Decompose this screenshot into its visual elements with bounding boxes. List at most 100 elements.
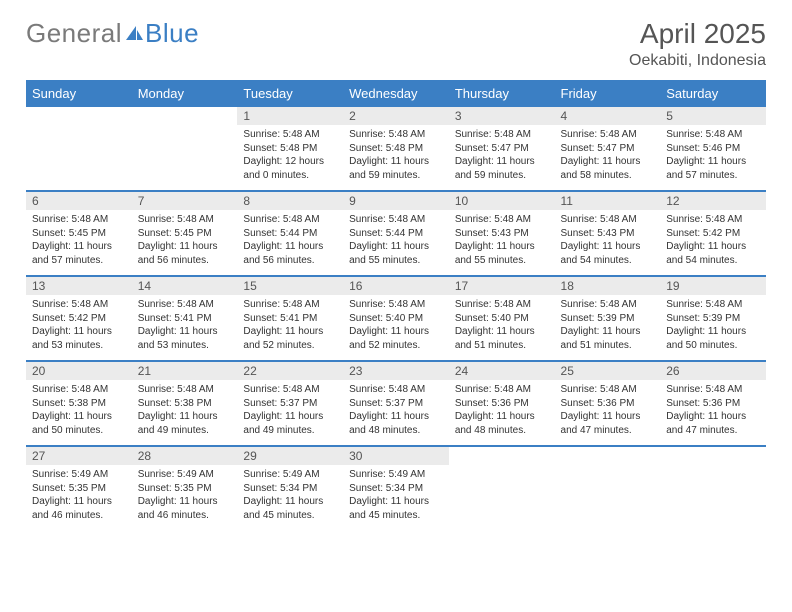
daylight-text: Daylight: 11 hours and 50 minutes. [32, 410, 126, 437]
sunset-text: Sunset: 5:43 PM [561, 227, 655, 241]
sunrise-text: Sunrise: 5:48 AM [561, 383, 655, 397]
sunrise-text: Sunrise: 5:48 AM [666, 298, 760, 312]
daylight-text: Daylight: 11 hours and 48 minutes. [455, 410, 549, 437]
sunset-text: Sunset: 5:34 PM [243, 482, 337, 496]
sunset-text: Sunset: 5:41 PM [138, 312, 232, 326]
sunrise-text: Sunrise: 5:48 AM [455, 128, 549, 142]
day-number: 30 [343, 447, 449, 465]
page-header: GeneralBlue April 2025 Oekabiti, Indones… [26, 18, 766, 70]
calendar-cell: 8Sunrise: 5:48 AMSunset: 5:44 PMDaylight… [237, 191, 343, 276]
calendar-cell: 29Sunrise: 5:49 AMSunset: 5:34 PMDayligh… [237, 446, 343, 531]
day-number: 17 [449, 277, 555, 295]
sunrise-text: Sunrise: 5:48 AM [32, 383, 126, 397]
day-details: Sunrise: 5:48 AMSunset: 5:41 PMDaylight:… [237, 295, 343, 356]
calendar-cell: 10Sunrise: 5:48 AMSunset: 5:43 PMDayligh… [449, 191, 555, 276]
day-number: 7 [132, 192, 238, 210]
sunrise-text: Sunrise: 5:48 AM [455, 383, 549, 397]
daylight-text: Daylight: 11 hours and 59 minutes. [455, 155, 549, 182]
daylight-text: Daylight: 11 hours and 47 minutes. [666, 410, 760, 437]
day-number: 20 [26, 362, 132, 380]
day-details: Sunrise: 5:48 AMSunset: 5:44 PMDaylight:… [343, 210, 449, 271]
sunset-text: Sunset: 5:42 PM [32, 312, 126, 326]
calendar-cell: 19Sunrise: 5:48 AMSunset: 5:39 PMDayligh… [660, 276, 766, 361]
day-details: Sunrise: 5:48 AMSunset: 5:43 PMDaylight:… [449, 210, 555, 271]
sunset-text: Sunset: 5:35 PM [138, 482, 232, 496]
day-details: Sunrise: 5:48 AMSunset: 5:39 PMDaylight:… [660, 295, 766, 356]
day-number: 8 [237, 192, 343, 210]
sunrise-text: Sunrise: 5:48 AM [666, 213, 760, 227]
daylight-text: Daylight: 11 hours and 45 minutes. [243, 495, 337, 522]
sunset-text: Sunset: 5:38 PM [32, 397, 126, 411]
day-number: 18 [555, 277, 661, 295]
calendar-cell: 30Sunrise: 5:49 AMSunset: 5:34 PMDayligh… [343, 446, 449, 531]
sunset-text: Sunset: 5:48 PM [349, 142, 443, 156]
calendar-cell: 4Sunrise: 5:48 AMSunset: 5:47 PMDaylight… [555, 106, 661, 191]
sunrise-text: Sunrise: 5:48 AM [561, 128, 655, 142]
day-details: Sunrise: 5:48 AMSunset: 5:38 PMDaylight:… [26, 380, 132, 441]
day-number: 22 [237, 362, 343, 380]
day-number: 14 [132, 277, 238, 295]
day-header: Tuesday [237, 81, 343, 106]
sunset-text: Sunset: 5:44 PM [243, 227, 337, 241]
daylight-text: Daylight: 11 hours and 56 minutes. [138, 240, 232, 267]
calendar-cell: 27Sunrise: 5:49 AMSunset: 5:35 PMDayligh… [26, 446, 132, 531]
day-number: 16 [343, 277, 449, 295]
day-details: Sunrise: 5:48 AMSunset: 5:46 PMDaylight:… [660, 125, 766, 186]
day-header: Thursday [449, 81, 555, 106]
sunrise-text: Sunrise: 5:48 AM [349, 383, 443, 397]
daylight-text: Daylight: 11 hours and 53 minutes. [138, 325, 232, 352]
sunset-text: Sunset: 5:36 PM [666, 397, 760, 411]
daylight-text: Daylight: 12 hours and 0 minutes. [243, 155, 337, 182]
daylight-text: Daylight: 11 hours and 46 minutes. [138, 495, 232, 522]
day-header: Sunday [26, 81, 132, 106]
day-number: 23 [343, 362, 449, 380]
day-details: Sunrise: 5:48 AMSunset: 5:47 PMDaylight:… [449, 125, 555, 186]
sunrise-text: Sunrise: 5:48 AM [455, 213, 549, 227]
logo-text-gray: General [26, 18, 122, 49]
day-details: Sunrise: 5:49 AMSunset: 5:34 PMDaylight:… [237, 465, 343, 526]
sunrise-text: Sunrise: 5:48 AM [349, 298, 443, 312]
daylight-text: Daylight: 11 hours and 56 minutes. [243, 240, 337, 267]
day-details: Sunrise: 5:48 AMSunset: 5:47 PMDaylight:… [555, 125, 661, 186]
calendar-cell: 21Sunrise: 5:48 AMSunset: 5:38 PMDayligh… [132, 361, 238, 446]
day-details: Sunrise: 5:48 AMSunset: 5:36 PMDaylight:… [660, 380, 766, 441]
calendar-cell: 11Sunrise: 5:48 AMSunset: 5:43 PMDayligh… [555, 191, 661, 276]
calendar-cell: 7Sunrise: 5:48 AMSunset: 5:45 PMDaylight… [132, 191, 238, 276]
daylight-text: Daylight: 11 hours and 52 minutes. [349, 325, 443, 352]
sunset-text: Sunset: 5:45 PM [138, 227, 232, 241]
sunset-text: Sunset: 5:46 PM [666, 142, 760, 156]
calendar-cell: 24Sunrise: 5:48 AMSunset: 5:36 PMDayligh… [449, 361, 555, 446]
day-number: 11 [555, 192, 661, 210]
day-details: Sunrise: 5:48 AMSunset: 5:40 PMDaylight:… [449, 295, 555, 356]
daylight-text: Daylight: 11 hours and 55 minutes. [349, 240, 443, 267]
day-number: 9 [343, 192, 449, 210]
sunrise-text: Sunrise: 5:48 AM [32, 213, 126, 227]
day-number: 19 [660, 277, 766, 295]
sunrise-text: Sunrise: 5:49 AM [32, 468, 126, 482]
sunset-text: Sunset: 5:40 PM [455, 312, 549, 326]
calendar-cell: 25Sunrise: 5:48 AMSunset: 5:36 PMDayligh… [555, 361, 661, 446]
day-number: 13 [26, 277, 132, 295]
daylight-text: Daylight: 11 hours and 57 minutes. [666, 155, 760, 182]
calendar-week: 6Sunrise: 5:48 AMSunset: 5:45 PMDaylight… [26, 191, 766, 276]
calendar-table: Sunday Monday Tuesday Wednesday Thursday… [26, 80, 766, 531]
day-details: Sunrise: 5:48 AMSunset: 5:38 PMDaylight:… [132, 380, 238, 441]
daylight-text: Daylight: 11 hours and 48 minutes. [349, 410, 443, 437]
sunrise-text: Sunrise: 5:48 AM [666, 383, 760, 397]
daylight-text: Daylight: 11 hours and 59 minutes. [349, 155, 443, 182]
day-details: Sunrise: 5:48 AMSunset: 5:43 PMDaylight:… [555, 210, 661, 271]
daylight-text: Daylight: 11 hours and 58 minutes. [561, 155, 655, 182]
daylight-text: Daylight: 11 hours and 52 minutes. [243, 325, 337, 352]
sunrise-text: Sunrise: 5:48 AM [455, 298, 549, 312]
sunset-text: Sunset: 5:37 PM [349, 397, 443, 411]
day-header: Wednesday [343, 81, 449, 106]
calendar-cell: 1Sunrise: 5:48 AMSunset: 5:48 PMDaylight… [237, 106, 343, 191]
day-number: 24 [449, 362, 555, 380]
calendar-cell: 5Sunrise: 5:48 AMSunset: 5:46 PMDaylight… [660, 106, 766, 191]
calendar-cell: 22Sunrise: 5:48 AMSunset: 5:37 PMDayligh… [237, 361, 343, 446]
sunset-text: Sunset: 5:40 PM [349, 312, 443, 326]
daylight-text: Daylight: 11 hours and 45 minutes. [349, 495, 443, 522]
sunset-text: Sunset: 5:39 PM [561, 312, 655, 326]
calendar-cell: 9Sunrise: 5:48 AMSunset: 5:44 PMDaylight… [343, 191, 449, 276]
day-number: 26 [660, 362, 766, 380]
